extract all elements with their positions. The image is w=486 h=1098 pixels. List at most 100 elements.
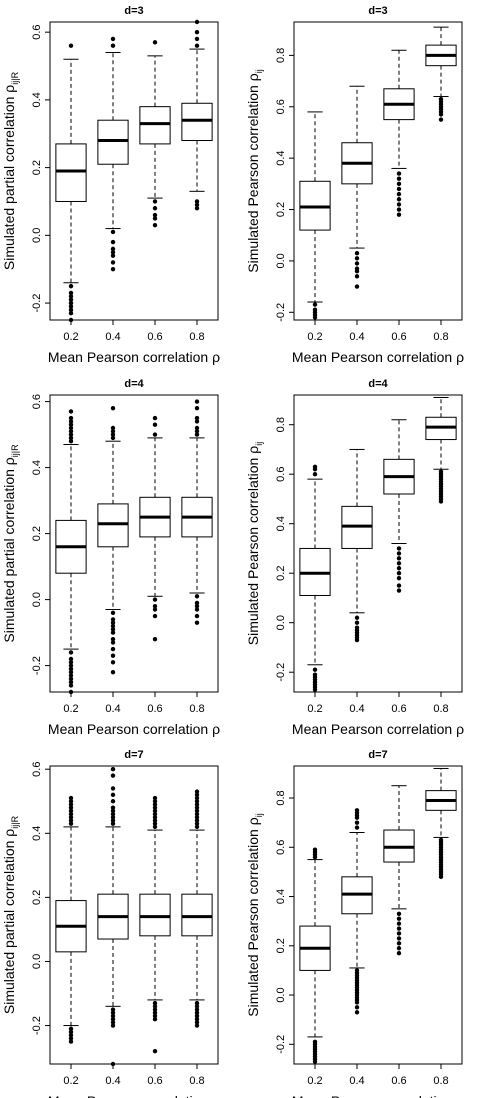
y-tick-label: 0.4	[31, 826, 43, 841]
y-axis-label: Simulated partial correlation ρij|R	[1, 444, 20, 643]
y-axis-label-subscript: ij|R	[10, 815, 20, 828]
outlier-point	[312, 315, 318, 320]
plot-frame	[293, 394, 463, 693]
x-tick-label: 0.6	[147, 703, 162, 715]
outlier-point	[396, 191, 402, 197]
outlier-point	[354, 615, 360, 620]
outlier-point	[354, 251, 360, 256]
outlier-point	[194, 29, 200, 35]
box-0.4	[341, 808, 373, 1015]
outlier-point	[110, 792, 116, 798]
outlier-point	[152, 415, 158, 421]
outlier-point	[194, 19, 200, 25]
outlier-point	[194, 818, 200, 823]
outlier-point	[110, 623, 116, 629]
outlier-point	[152, 432, 158, 437]
outlier-point	[194, 406, 200, 411]
outlier-point	[152, 206, 158, 211]
y-tick-label: 0.0	[31, 592, 43, 607]
outlier-point	[354, 256, 360, 261]
y-tick-label: 0.6	[275, 99, 287, 114]
outlier-point	[110, 43, 116, 48]
outlier-point	[312, 847, 318, 852]
outlier-point	[68, 821, 74, 826]
outlier-point	[194, 607, 200, 612]
outlier-point	[396, 571, 402, 576]
x-axis-label: Mean Pearson correlation ρ	[292, 1093, 464, 1098]
y-tick-label: 0.8	[275, 417, 287, 432]
x-tick-label: 0.2	[63, 331, 78, 343]
outlier-point	[194, 432, 200, 437]
outlier-point	[312, 472, 318, 477]
outlier-point	[68, 435, 74, 441]
x-tick-label: 0.2	[63, 703, 78, 715]
outlier-point	[110, 620, 116, 625]
outlier-point	[152, 805, 158, 810]
outlier-point	[110, 767, 116, 772]
outlier-point	[110, 250, 116, 255]
outlier-point	[194, 805, 200, 810]
outlier-point	[110, 808, 116, 814]
outlier-point	[396, 950, 402, 956]
x-axis-label: Mean Pearson correlation ρ	[292, 349, 464, 365]
outlier-point	[396, 176, 402, 181]
box-0.4	[341, 85, 373, 289]
outlier-point	[152, 1010, 158, 1015]
panel-title: d=3	[124, 5, 143, 17]
outlier-point	[110, 786, 116, 791]
outlier-point	[396, 936, 402, 941]
outlier-point	[194, 1013, 200, 1019]
outlier-point	[396, 575, 402, 581]
y-tick-label: 0.6	[31, 762, 43, 777]
box-0.6	[383, 785, 415, 956]
panel-4: d=4 -0.2 0.0 0.2 0.4 0.6 0.8 0.2 0.4 0.6 0.8 Mean P…	[245, 378, 464, 737]
x-tick-label: 0.8	[433, 703, 448, 715]
outlier-point	[396, 207, 402, 212]
outlier-point	[396, 916, 402, 921]
outlier-point	[354, 1005, 360, 1010]
outlier-point	[110, 1010, 116, 1015]
outlier-point	[194, 799, 200, 804]
y-axis-label-subscript: ij	[254, 69, 264, 73]
panel-title: d=3	[368, 5, 387, 17]
outlier-point	[396, 911, 402, 916]
outlier-point	[68, 439, 74, 444]
outlier-point	[438, 112, 444, 117]
box-0.8	[181, 399, 213, 625]
x-tick-label: 0.6	[391, 1075, 406, 1087]
outlier-point	[354, 274, 360, 279]
outlier-point	[110, 660, 116, 665]
x-tick-label: 0.6	[147, 1075, 162, 1087]
outlier-point	[110, 653, 116, 658]
outlier-point	[194, 419, 200, 424]
x-tick-label: 0.8	[189, 703, 204, 715]
box-0.4	[341, 448, 373, 643]
box-0.4	[97, 767, 129, 1067]
outlier-point	[396, 588, 402, 593]
x-tick-label: 0.8	[433, 331, 448, 343]
outlier-point	[110, 821, 116, 826]
outlier-point	[110, 627, 116, 632]
outlier-point	[194, 425, 200, 431]
outlier-point	[68, 673, 74, 678]
y-axis-label-text: Simulated Pearson correlation ρ	[245, 73, 261, 272]
outlier-point	[152, 613, 158, 619]
y-tick-label: -0.2	[275, 663, 287, 682]
box-iqr	[181, 102, 213, 142]
outlier-point	[152, 824, 158, 830]
outlier-point	[354, 1000, 360, 1005]
y-tick-label: 0.2	[31, 890, 43, 905]
y-tick-label: 0.0	[275, 253, 287, 268]
panel-2: d=3 -0.2 0.0 0.2 0.4 0.6 0.8 0.2 0.4 0.6 0.8 Mean P…	[245, 5, 464, 365]
box-0.6	[139, 415, 171, 642]
x-tick-label: 0.4	[349, 703, 364, 715]
x-axis-label: Mean Pearson correlation ρ	[48, 1093, 220, 1098]
outlier-point	[68, 799, 74, 804]
outlier-point	[110, 239, 116, 245]
plot-frame	[293, 21, 463, 321]
outlier-point	[68, 795, 74, 801]
x-tick-label: 0.4	[105, 703, 120, 715]
outlier-point	[312, 667, 318, 672]
outlier-point	[110, 637, 116, 642]
outlier-point	[110, 229, 116, 235]
